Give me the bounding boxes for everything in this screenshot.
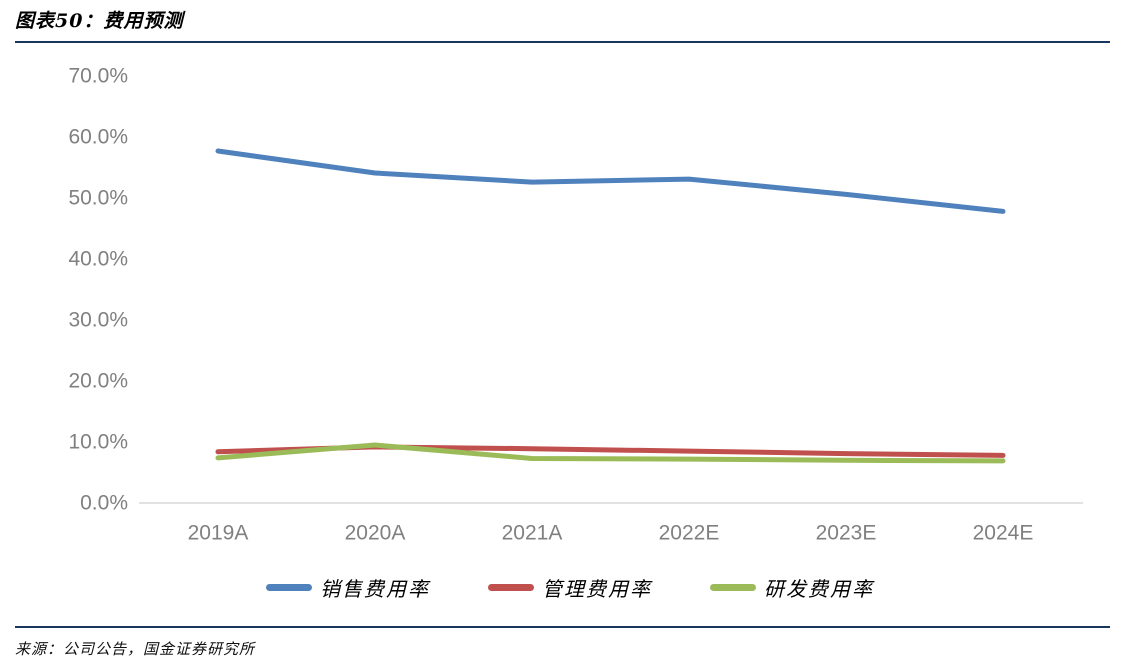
x-axis-tick-label: 2024E [973, 522, 1034, 545]
figure-title: 图表50：费用预测 [15, 10, 184, 32]
legend-item-2: 研发费用率 [710, 573, 874, 602]
y-axis-tick-label: 60.0% [68, 126, 128, 149]
legend-item-1: 管理费用率 [488, 573, 652, 602]
legend-label-1: 管理费用率 [542, 576, 652, 601]
x-axis-tick-label: 2023E [816, 522, 877, 545]
y-axis-tick-label: 70.0% [68, 65, 128, 88]
y-axis-tick-label: 20.0% [68, 370, 128, 393]
legend-label-2: 研发费用率 [764, 576, 874, 601]
y-axis-tick-label: 30.0% [68, 309, 128, 332]
series-line-2 [215, 442, 1006, 464]
y-axis-tick-label: 10.0% [68, 431, 128, 454]
series-line-0 [215, 148, 1006, 214]
legend-marker-1 [488, 583, 534, 591]
source-divider [15, 626, 1110, 628]
legend-marker-2 [710, 583, 756, 591]
y-axis-tick-label: 40.0% [68, 248, 128, 271]
x-axis-tick-label: 2019A [188, 522, 249, 545]
chart-legend: 销售费用率 管理费用率 研发费用率 [0, 573, 1140, 601]
x-axis-tick-label: 2021A [502, 522, 563, 545]
legend-item-0: 销售费用率 [266, 573, 430, 602]
title-divider [15, 41, 1110, 43]
line-chart: 0.0% 10.0% 20.0% 30.0% 40.0% 50.0% 60.0% 70.0% 2… [68, 65, 1083, 545]
y-axis-tick-label: 0.0% [80, 492, 128, 515]
x-axis-tick-label: 2022E [659, 522, 720, 545]
source-note: 来源：公司公告，国金证券研究所 [15, 640, 256, 658]
x-axis-tick-label: 2020A [345, 522, 406, 545]
legend-label-0: 销售费用率 [320, 576, 430, 601]
legend-marker-0 [266, 583, 312, 591]
y-axis-tick-label: 50.0% [68, 187, 128, 210]
